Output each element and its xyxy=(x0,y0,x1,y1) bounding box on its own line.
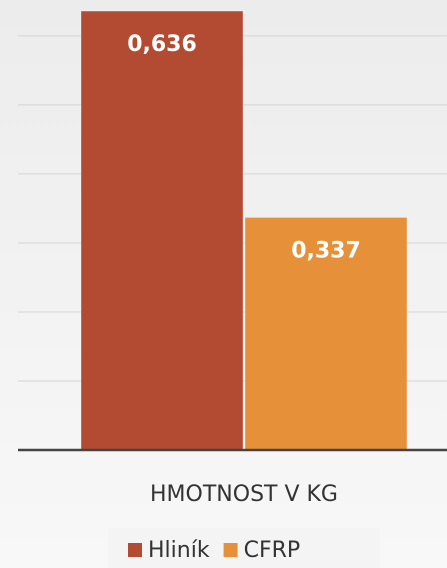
legend-swatch xyxy=(128,543,142,557)
x-tick-label: HMOTNOST V KG xyxy=(150,482,338,507)
bar xyxy=(244,216,408,451)
data-label: 0,636 xyxy=(127,32,197,57)
legend-label: Hliník xyxy=(148,538,210,563)
legend-label: CFRP xyxy=(244,538,301,563)
legend-box xyxy=(108,528,380,568)
legend-swatch xyxy=(223,543,238,557)
data-label: 0,337 xyxy=(291,238,361,263)
bar xyxy=(80,10,244,451)
